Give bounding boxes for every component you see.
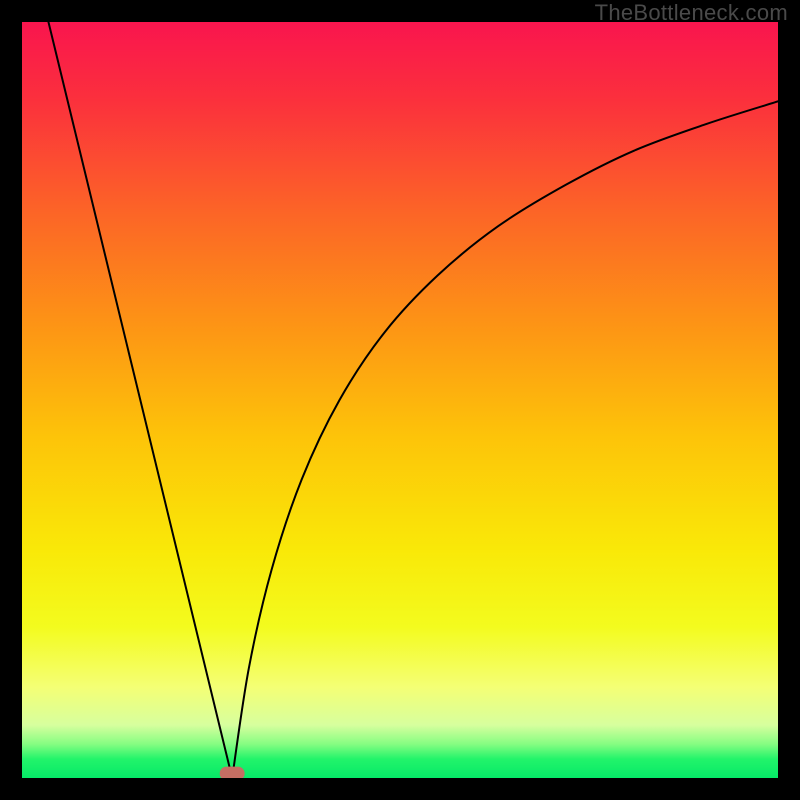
vertex-marker — [220, 767, 245, 778]
plot-border — [778, 0, 800, 800]
gradient-background — [22, 22, 778, 778]
figure-root: TheBottleneck.com — [0, 0, 800, 800]
plot-border — [0, 0, 22, 800]
plot-border — [0, 778, 800, 800]
watermark-text: TheBottleneck.com — [595, 0, 788, 26]
plot-area — [22, 22, 778, 778]
